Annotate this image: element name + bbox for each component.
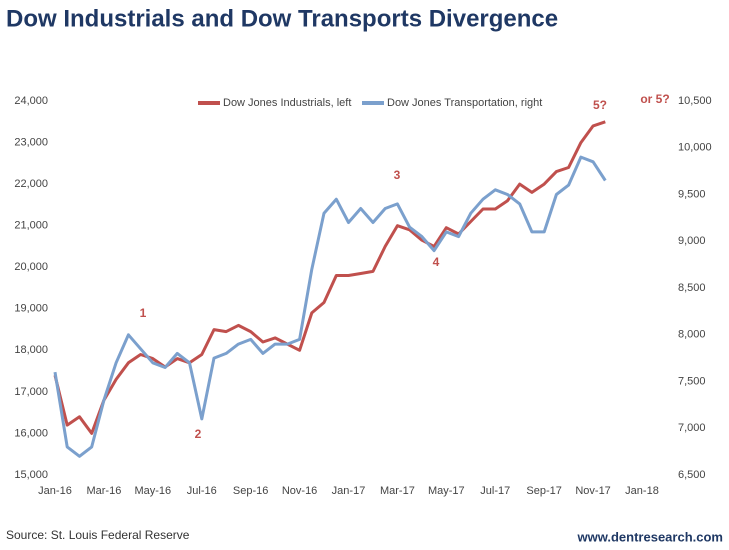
annotation: 2 [195,427,202,441]
x-tick-label: Sep-16 [233,485,268,497]
y2-tick-label: 8,000 [678,329,706,341]
annotation: 1 [140,306,147,320]
x-tick-label: Jul-17 [480,485,510,497]
y-tick-label: 19,000 [14,303,48,315]
x-tick-label: Nov-17 [575,485,610,497]
annotation: 4 [433,255,440,269]
y2-tick-label: 10,500 [678,95,712,107]
y-tick-label: 17,000 [14,386,48,398]
annotation: 5? [593,98,607,112]
annotation: or 5? [640,92,669,106]
annotation: 3 [394,168,401,182]
x-tick-label: Jan-17 [332,485,366,497]
y-tick-label: 24,000 [14,95,48,107]
x-tick-label: Nov-16 [282,485,317,497]
y-tick-label: 16,000 [14,427,48,439]
x-tick-label: Sep-17 [526,485,561,497]
y2-tick-label: 9,000 [678,235,706,247]
y2-tick-label: 6,500 [678,469,706,481]
y2-tick-label: 7,500 [678,375,706,387]
x-tick-label: Jan-18 [625,485,659,497]
x-tick-label: Mar-17 [380,485,415,497]
legend-label: Dow Jones Transportation, right [387,97,542,109]
x-tick-label: Jul-16 [187,485,217,497]
y-tick-label: 20,000 [14,261,48,273]
legend-label: Dow Jones Industrials, left [223,97,351,109]
series-line [53,120,606,435]
website: www.dentresearch.com [577,529,723,544]
x-tick-label: Jan-16 [38,485,72,497]
source: Source: St. Louis Federal Reserve [6,528,190,542]
y2-tick-label: 7,000 [678,422,706,434]
chart-title: Dow Industrials and Dow Transports Diver… [6,5,558,32]
y2-tick-label: 8,500 [678,282,706,294]
y-tick-label: 21,000 [14,220,48,232]
x-tick-label: Mar-16 [86,485,121,497]
series-line [53,155,607,458]
y-tick-label: 18,000 [14,344,48,356]
y-tick-label: 22,000 [14,178,48,190]
y-tick-label: 23,000 [14,136,48,148]
x-tick-label: May-16 [134,485,171,497]
x-tick-label: May-17 [428,485,465,497]
y2-tick-label: 9,500 [678,188,706,200]
y-tick-label: 15,000 [14,469,48,481]
y2-tick-label: 10,000 [678,142,712,154]
